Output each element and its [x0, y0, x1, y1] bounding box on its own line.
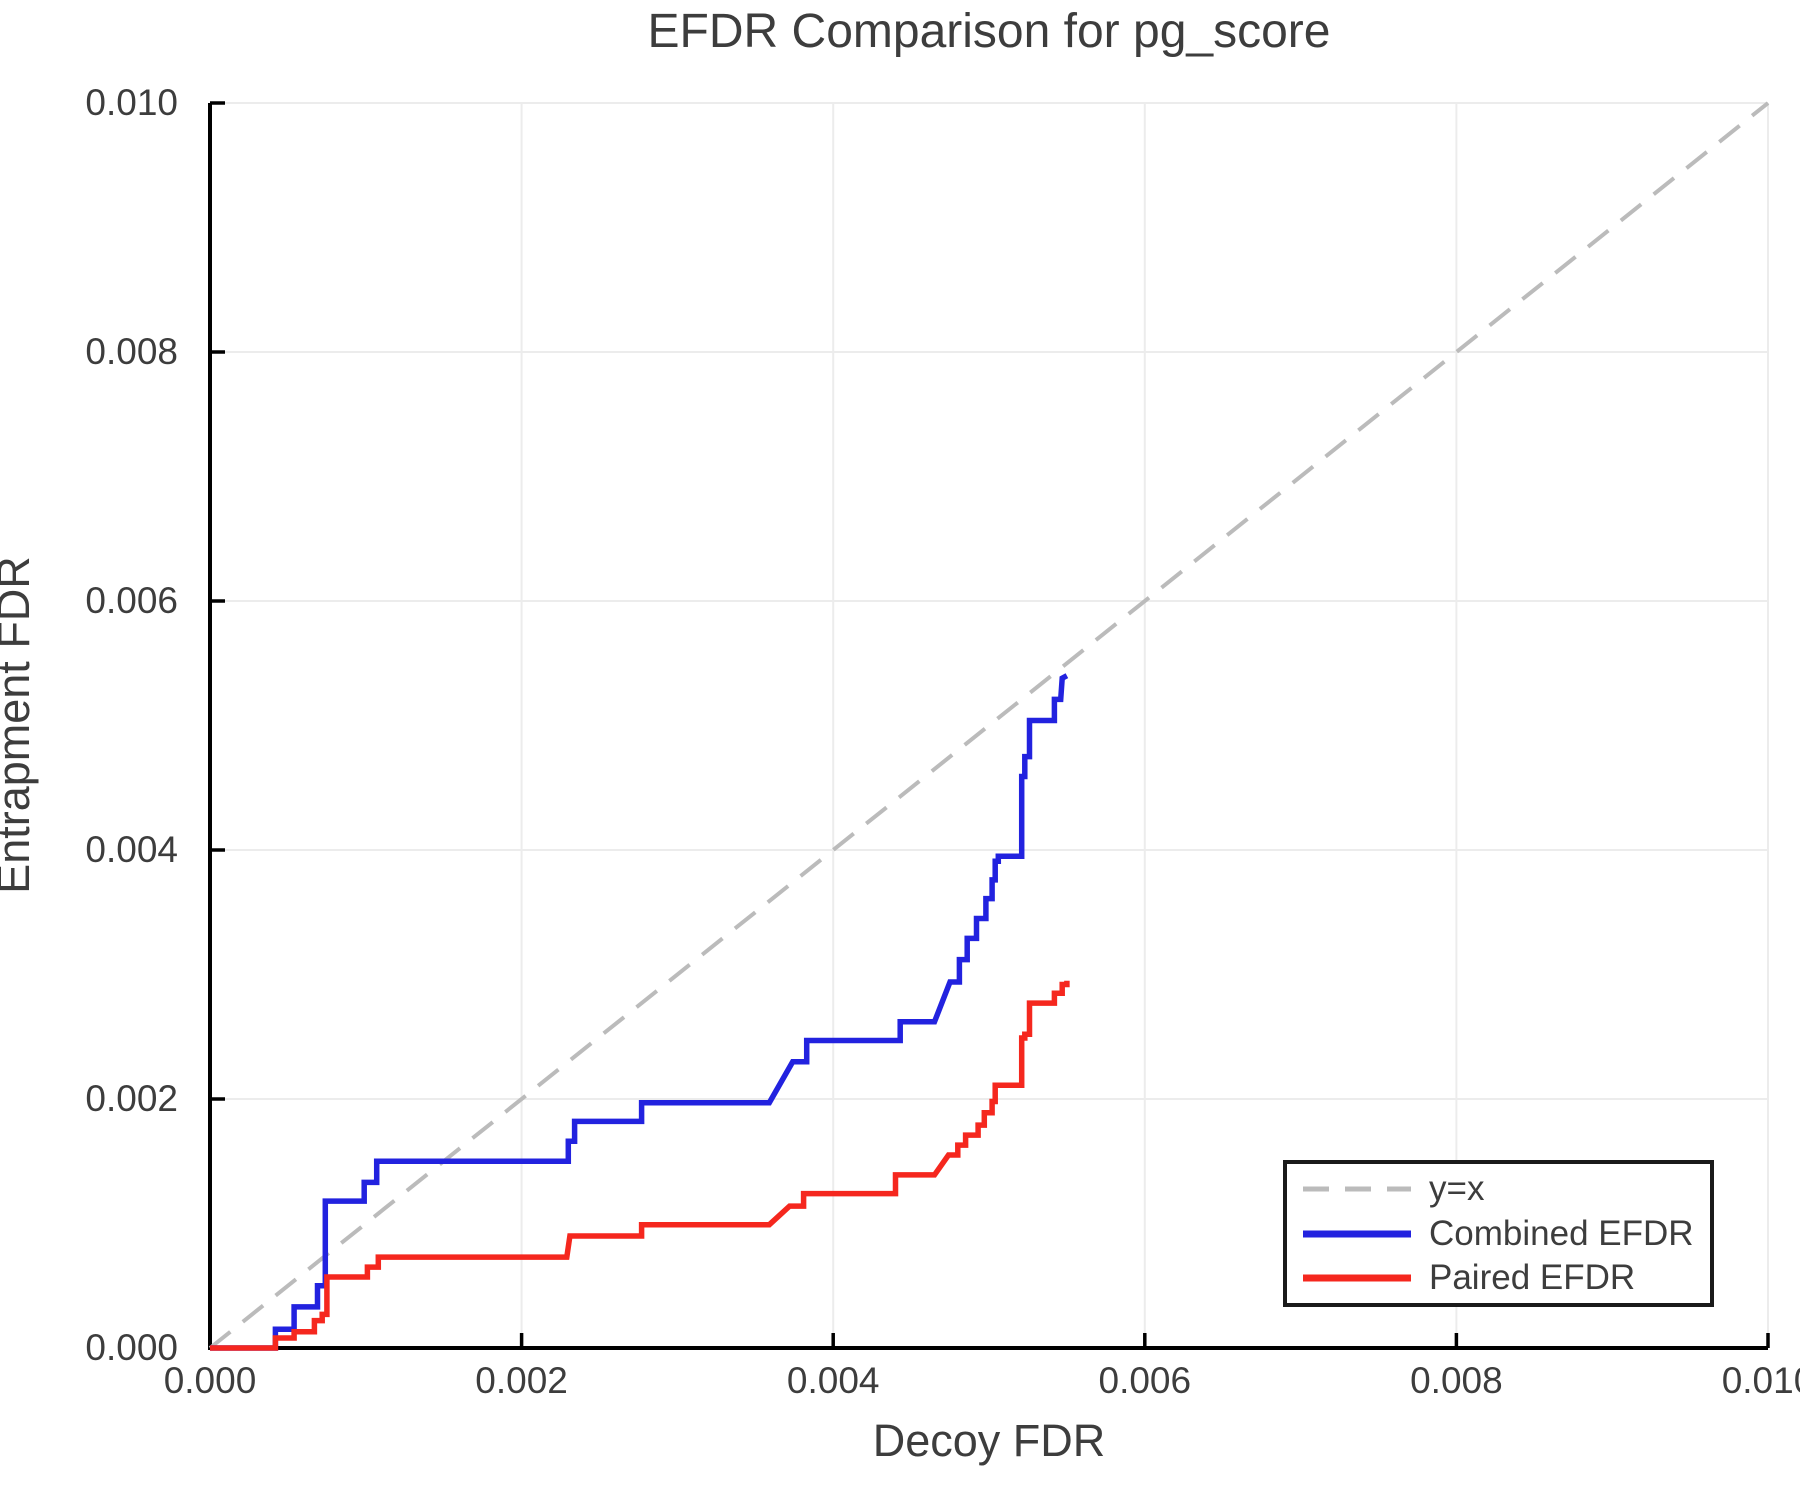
legend-row-yx: y=x: [1303, 1170, 1710, 1208]
paired-efdr-line: [210, 980, 1070, 1351]
blue-line-sample-icon: [1303, 1230, 1411, 1237]
y-tick-label: 0.002: [85, 1078, 178, 1119]
combined-efdr-line: [210, 673, 1069, 1351]
y-tick-label: 0.008: [85, 331, 178, 372]
legend-label-combined-efdr: Combined EFDR: [1429, 1213, 1694, 1253]
legend-row-paired-efdr: Paired EFDR: [1303, 1257, 1710, 1297]
legend-label-paired-efdr: Paired EFDR: [1429, 1257, 1636, 1297]
x-tick-label: 0.006: [1098, 1360, 1192, 1401]
dashed-line-sample-icon: [1303, 1186, 1411, 1192]
y-tick-label: 0.000: [85, 1327, 178, 1368]
x-tick-label: 0.002: [475, 1360, 568, 1401]
x-tick-label: 0.000: [163, 1360, 257, 1401]
x-tick-label: 0.008: [1410, 1360, 1503, 1401]
x-tick-label: 0.004: [786, 1360, 880, 1401]
legend: y=x Combined EFDR Paired EFDR: [1283, 1160, 1714, 1307]
gridlines: [210, 102, 1769, 1348]
identity-line: [208, 101, 1770, 1350]
legend-label-yx: y=x: [1429, 1169, 1485, 1209]
x-axis-label: Decoy FDR: [872, 1415, 1106, 1466]
chart-title: EFDR Comparison for pg_score: [647, 5, 1331, 58]
legend-row-combined-efdr: Combined EFDR: [1303, 1213, 1710, 1253]
y-axis-label: Entrapment FDR: [0, 556, 39, 894]
y-tick-label: 0.010: [85, 82, 178, 123]
y-tick-label: 0.004: [85, 829, 178, 870]
x-tick-label: 0.010: [1721, 1360, 1800, 1401]
axis-spines: [208, 103, 1768, 1350]
y-tick-label: 0.006: [85, 580, 178, 621]
red-line-sample-icon: [1303, 1274, 1411, 1282]
